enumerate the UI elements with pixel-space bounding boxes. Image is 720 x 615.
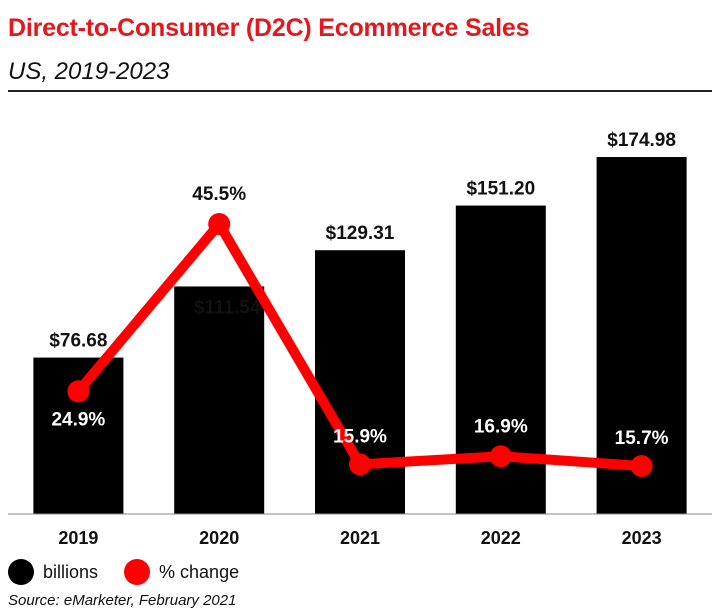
x-tick-2019: 2019: [58, 528, 98, 548]
source-note: Source: eMarketer, February 2021: [8, 592, 237, 609]
data-labels-layer: $76.68 $111.54 $129.31 $151.20 $174.98 24.9% 4…: [49, 130, 676, 449]
legend-label-billions: billions: [43, 561, 99, 582]
x-tick-2020: 2020: [199, 528, 239, 548]
percent-change-label-2021: 15.9%: [333, 426, 387, 447]
title-divider: [8, 90, 712, 92]
legend-swatch-percent-change: [124, 559, 151, 585]
legend: billions % change: [8, 559, 265, 585]
percent-change-label-2019: 24.9%: [51, 409, 105, 430]
bar-value-label-2021: $129.31: [326, 223, 395, 244]
percent-change-label-2023: 15.7%: [615, 428, 669, 449]
percent-change-point-2019: [67, 380, 90, 403]
bar-2022: [455, 205, 546, 514]
x-tick-2023: 2023: [622, 528, 662, 548]
x-axis-ticks: 2019 2020 2021 2022 2023: [58, 528, 661, 548]
chart-subtitle: US, 2019-2023: [8, 58, 170, 85]
bar-2023: [596, 157, 687, 514]
legend-label-percent-change: % change: [159, 561, 240, 582]
percent-change-label-2020: 45.5%: [192, 184, 246, 205]
bar-2020: [174, 286, 265, 514]
legend-item-billions: billions: [8, 559, 98, 585]
percent-change-point-2021: [349, 453, 371, 476]
percent-change-point-2023: [630, 455, 653, 477]
bar-value-label-2022: $151.20: [466, 179, 535, 200]
bar-value-label-2019: $76.68: [49, 331, 107, 352]
legend-swatch-billions: [8, 559, 34, 585]
bar-value-label-2020: $111.54: [194, 297, 261, 318]
percent-change-label-2022: 16.9%: [474, 416, 528, 437]
x-tick-2022: 2022: [481, 528, 521, 548]
bars-layer: [33, 157, 687, 515]
percent-change-point-2020: [208, 213, 231, 235]
chart-area: 2019 2020 2021 2022 2023 $76.68 $111.54 $129.3…: [8, 130, 712, 548]
percent-change-point-2022: [489, 445, 512, 468]
bar-value-label-2023: $174.98: [607, 130, 676, 151]
x-tick-2021: 2021: [340, 528, 380, 548]
legend-item-percent-change: % change: [124, 559, 239, 585]
percent-change-line-layer: [67, 213, 653, 477]
chart-title: Direct-to-Consumer (D2C) Ecommerce Sales: [8, 14, 530, 42]
